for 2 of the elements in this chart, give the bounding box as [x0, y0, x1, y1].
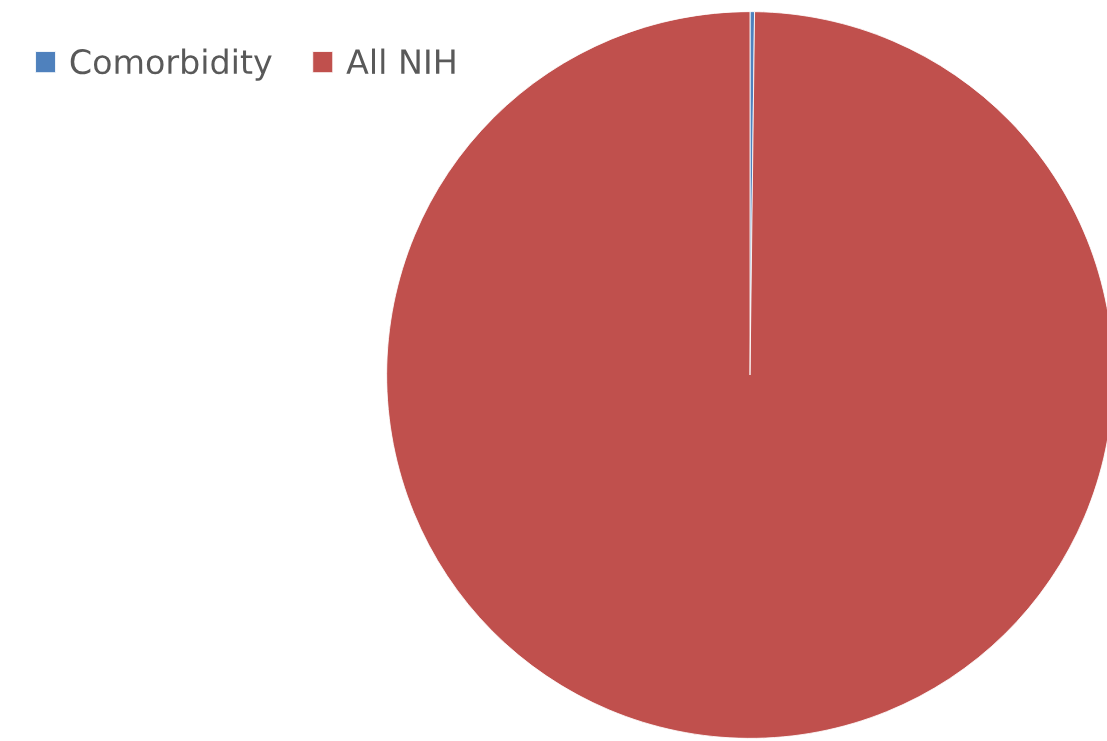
- legend-label: All NIH: [346, 48, 455, 74]
- legend-label: Comorbidity: [70, 48, 272, 81]
